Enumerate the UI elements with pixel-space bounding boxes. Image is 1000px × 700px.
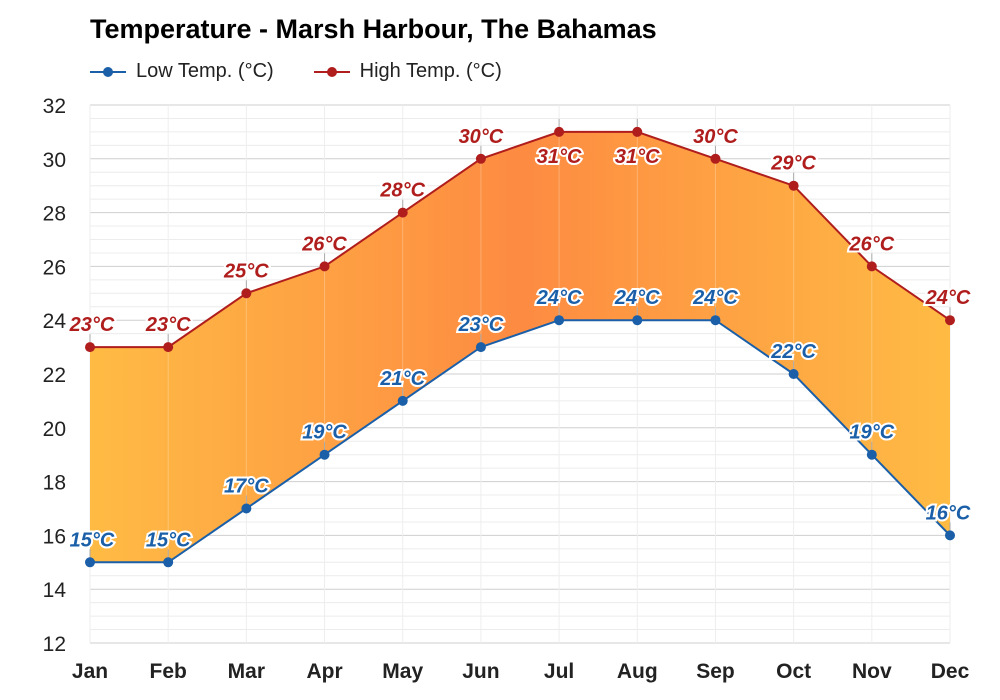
low-temp-label: 24°C (692, 287, 738, 309)
legend-item-high[interactable]: High Temp. (°C) (312, 60, 502, 83)
high-temp-label: 28°C (379, 180, 425, 202)
y-tick-label: 16 (43, 525, 66, 548)
low-temp-point (788, 369, 799, 379)
low-temp-point (866, 449, 877, 460)
x-tick-label: Oct (776, 660, 811, 683)
low-temp-point (475, 342, 486, 353)
x-tick-label: Jun (462, 660, 499, 683)
y-tick-label: 28 (43, 203, 66, 226)
high-temp-point (241, 288, 252, 299)
x-tick-label: Aug (617, 660, 658, 683)
y-tick-label: 12 (43, 633, 66, 656)
y-tick-label: 30 (43, 149, 66, 172)
x-tick-label: Feb (150, 660, 187, 683)
high-temp-label: 25°C (223, 260, 269, 282)
low-temp-point (241, 503, 252, 514)
low-temp-label: 23°C (458, 314, 504, 336)
high-temp-point (554, 126, 565, 137)
x-tick-label: Jul (544, 660, 574, 683)
legend-item-low[interactable]: Low Temp. (°C) (88, 60, 274, 83)
low-temp-label: 16°C (926, 502, 971, 524)
low-temp-label: 17°C (224, 476, 269, 498)
legend-low-label: Low Temp. (°C) (136, 60, 274, 82)
x-tick-label: Apr (306, 660, 342, 683)
high-temp-point (319, 261, 330, 272)
x-tick-label: Sep (696, 660, 735, 683)
y-tick-label: 26 (43, 256, 66, 279)
low-temp-label: 21°C (379, 368, 425, 390)
low-temp-point (397, 395, 408, 406)
x-tick-label: Jan (72, 660, 108, 683)
low-temp-point (85, 557, 95, 568)
low-temp-label: 24°C (614, 287, 660, 309)
high-temp-point (866, 261, 877, 272)
high-temp-label: 30°C (693, 126, 738, 148)
low-temp-label: 15°C (70, 529, 115, 551)
low-temp-line (90, 319, 951, 564)
high-temp-label: 23°C (69, 314, 115, 336)
x-tick-label: Dec (931, 660, 970, 683)
high-temp-label: 24°C (925, 287, 971, 309)
low-temp-point (945, 530, 955, 541)
high-temp-label: 23°C (145, 314, 191, 336)
low-temp-point (319, 449, 330, 460)
high-temp-point (163, 342, 174, 353)
low-temp-label: 24°C (536, 287, 582, 309)
high-temp-label: 31°C (615, 146, 660, 168)
low-temp-label: 22°C (770, 341, 816, 363)
y-tick-label: 24 (43, 310, 67, 333)
y-tick-label: 32 (43, 95, 66, 118)
low-temp-point (710, 315, 721, 326)
low-temp-point (163, 557, 174, 568)
legend-high-marker (313, 66, 350, 77)
high-temp-point (710, 153, 721, 164)
legend-low-marker (90, 66, 126, 77)
high-temp-label: 26°C (848, 233, 894, 255)
low-temp-point (632, 315, 643, 326)
low-temp-label: 19°C (302, 422, 347, 444)
y-tick-label: 14 (43, 579, 67, 602)
chart-title: Temperature - Marsh Harbour, The Bahamas (90, 14, 657, 44)
high-temp-point (788, 180, 799, 191)
high-temp-label: 30°C (459, 126, 504, 148)
temperature-band (90, 131, 950, 563)
high-temp-point (397, 207, 408, 218)
x-tick-label: Mar (228, 660, 265, 683)
y-tick-label: 20 (43, 418, 66, 441)
high-temp-point (945, 315, 955, 326)
x-tick-label: Nov (852, 660, 892, 683)
y-tick-label: 22 (43, 364, 66, 387)
high-temp-label: 31°C (537, 146, 582, 168)
legend-high-label: High Temp. (°C) (359, 60, 502, 82)
high-temp-label: 26°C (301, 233, 347, 255)
high-temp-point (85, 342, 95, 353)
low-temp-label: 19°C (849, 422, 894, 444)
y-tick-label: 18 (43, 472, 66, 495)
legend: Low Temp. (°C) High Temp. (°C) (88, 60, 502, 83)
low-temp-point (554, 315, 565, 326)
low-temp-label: 15°C (146, 529, 191, 551)
high-temp-point (632, 126, 643, 137)
high-temp-line (90, 130, 951, 349)
high-temp-point (475, 153, 486, 164)
x-tick-label: May (382, 660, 423, 683)
high-temp-label: 29°C (770, 153, 816, 175)
